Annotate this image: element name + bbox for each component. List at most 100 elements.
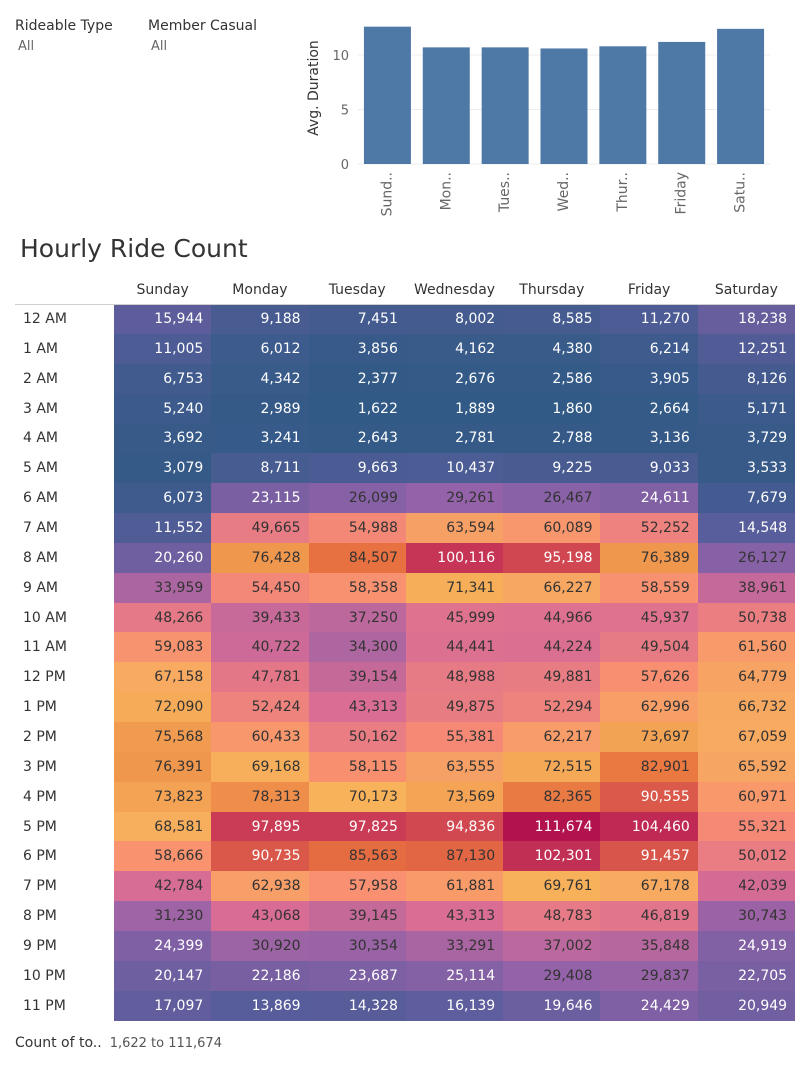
avg-duration-bar-chart: 0 5 10 Avg. Duration Sund.. Mon.. Tues.. Wed.. T… bbox=[306, 26, 770, 216]
heatmap-cell: 76,391 bbox=[114, 751, 212, 782]
row-header: 6 AM bbox=[23, 490, 59, 507]
heatmap-cell: 71,341 bbox=[405, 572, 504, 603]
heatmap-cell: 63,555 bbox=[405, 751, 504, 782]
heatmap-cell: 3,533 bbox=[697, 453, 796, 484]
heatmap-row: 8 PM 31,230 43,068 39,145 43,313 48,783 46,819… bbox=[15, 901, 796, 932]
column-header: Saturday bbox=[697, 276, 796, 305]
heatmap-corner bbox=[15, 276, 114, 305]
heatmap-cell: 33,959 bbox=[114, 572, 212, 603]
member-casual-value[interactable]: All bbox=[151, 39, 168, 54]
heatmap-cell: 57,958 bbox=[308, 871, 406, 902]
heatmap-cell: 1,889 bbox=[405, 393, 504, 424]
heatmap-cell: 72,515 bbox=[503, 751, 601, 782]
heatmap-cell: 14,548 bbox=[697, 513, 796, 543]
heatmap-cell: 22,186 bbox=[211, 960, 309, 991]
heatmap-row: 2 AM 6,753 4,342 2,377 2,676 2,586 3,905 8,126 bbox=[15, 363, 796, 394]
heatmap-cell: 69,761 bbox=[503, 871, 601, 902]
heatmap-cell: 15,944 bbox=[114, 304, 212, 334]
heatmap-cell: 5,240 bbox=[114, 393, 212, 424]
heatmap-cell: 17,097 bbox=[114, 990, 212, 1021]
rideable-type-filter[interactable]: Rideable Type All bbox=[15, 18, 113, 54]
heatmap-row: 10 AM 48,266 39,433 37,250 45,999 44,966 45,93… bbox=[15, 602, 796, 633]
heatmap-cell: 82,901 bbox=[600, 751, 698, 782]
heatmap-cell: 24,429 bbox=[600, 990, 698, 1021]
x-tick-label: Friday bbox=[674, 172, 690, 214]
row-header: 3 PM bbox=[23, 758, 57, 775]
heatmap-cell: 76,389 bbox=[600, 542, 698, 573]
bar-friday bbox=[658, 41, 706, 164]
heatmap-cell: 78,313 bbox=[211, 781, 309, 812]
heatmap-cell: 29,261 bbox=[405, 483, 504, 514]
color-legend: Count of to.. 1,622 to 111,674 bbox=[15, 1035, 222, 1051]
heatmap-cell: 39,433 bbox=[211, 602, 309, 633]
heatmap-cell: 58,666 bbox=[114, 841, 212, 872]
heatmap-cell: 8,711 bbox=[211, 453, 309, 484]
column-header: Friday bbox=[600, 276, 698, 305]
member-casual-filter[interactable]: Member Casual All bbox=[148, 18, 257, 54]
row-header: 8 AM bbox=[23, 549, 59, 566]
heatmap-cell: 29,837 bbox=[600, 960, 698, 991]
x-tick-label: Tues.. bbox=[497, 172, 513, 213]
heatmap-cell: 63,594 bbox=[405, 513, 504, 543]
heatmap-cell: 14,328 bbox=[308, 990, 406, 1021]
heatmap-cell: 6,753 bbox=[114, 363, 212, 394]
row-header: 9 AM bbox=[23, 579, 59, 596]
heatmap-cell: 55,381 bbox=[405, 722, 504, 752]
heatmap-cell: 3,079 bbox=[114, 453, 212, 484]
column-header: Monday bbox=[211, 276, 309, 305]
heatmap-cell: 43,313 bbox=[308, 692, 406, 723]
heatmap-cell: 90,555 bbox=[600, 781, 698, 812]
heatmap-cell: 60,089 bbox=[503, 513, 601, 543]
y-axis-label: Avg. Duration bbox=[306, 40, 322, 136]
row-header: 11 PM bbox=[23, 997, 66, 1014]
rideable-type-value[interactable]: All bbox=[18, 39, 35, 54]
heatmap-cell: 54,988 bbox=[308, 513, 406, 543]
heatmap-row: 3 AM 5,240 2,989 1,622 1,889 1,860 2,664 5,171 bbox=[15, 393, 796, 424]
row-header: 5 AM bbox=[23, 460, 59, 477]
row-header: 5 PM bbox=[23, 818, 57, 835]
heatmap-cell: 62,996 bbox=[600, 692, 698, 723]
heatmap-cell: 6,214 bbox=[600, 333, 698, 364]
heatmap-cell: 97,825 bbox=[308, 811, 406, 842]
heatmap-cell: 90,735 bbox=[211, 841, 309, 872]
heatmap-cell: 49,665 bbox=[211, 513, 309, 543]
bar-tues bbox=[481, 47, 529, 165]
heatmap-row: 7 AM 11,552 49,665 54,988 63,594 60,089 52,252… bbox=[15, 513, 796, 543]
heatmap-cell: 13,869 bbox=[211, 990, 309, 1021]
bar-wed bbox=[540, 48, 588, 164]
heatmap-cell: 85,563 bbox=[308, 841, 406, 872]
heatmap-cell: 2,989 bbox=[211, 393, 309, 424]
row-header: 10 AM bbox=[23, 609, 67, 626]
heatmap-cell: 9,033 bbox=[600, 453, 698, 484]
heatmap-cell: 7,679 bbox=[697, 483, 796, 514]
heatmap-cell: 57,626 bbox=[600, 662, 698, 693]
row-header: 3 AM bbox=[23, 400, 59, 417]
heatmap-cell: 39,145 bbox=[308, 901, 406, 932]
heatmap-title: Hourly Ride Count bbox=[20, 234, 248, 263]
heatmap-cell: 61,881 bbox=[405, 871, 504, 902]
heatmap-cell: 95,198 bbox=[503, 542, 601, 573]
heatmap-cell: 70,173 bbox=[308, 781, 406, 812]
heatmap-cell: 25,114 bbox=[405, 960, 504, 991]
heatmap-cell: 76,428 bbox=[211, 542, 309, 573]
heatmap-cell: 35,848 bbox=[600, 931, 698, 961]
hourly-ride-heatmap: Sunday Monday Tuesday Wednesday Thursday Frid… bbox=[15, 276, 796, 1021]
heatmap-cell: 65,592 bbox=[697, 751, 796, 782]
heatmap-cell: 31,230 bbox=[114, 901, 212, 932]
heatmap-cell: 69,168 bbox=[211, 751, 309, 782]
column-header: Tuesday bbox=[308, 276, 406, 305]
heatmap-cell: 3,905 bbox=[600, 363, 698, 394]
column-header: Wednesday bbox=[405, 276, 504, 305]
heatmap-cell: 50,738 bbox=[697, 602, 796, 633]
heatmap-cell: 16,139 bbox=[405, 990, 504, 1021]
heatmap-row: 5 AM 3,079 8,711 9,663 10,437 9,225 9,033 3,533 bbox=[15, 453, 796, 484]
heatmap-cell: 3,136 bbox=[600, 423, 698, 454]
heatmap-cell: 72,090 bbox=[114, 692, 212, 723]
heatmap-cell: 26,127 bbox=[697, 542, 796, 573]
heatmap-cell: 26,467 bbox=[503, 483, 601, 514]
heatmap-cell: 58,559 bbox=[600, 572, 698, 603]
member-casual-label: Member Casual bbox=[148, 18, 258, 34]
heatmap-row: 1 PM 72,090 52,424 43,313 49,875 52,294 62,996… bbox=[15, 692, 796, 723]
bar-satu bbox=[717, 28, 765, 165]
heatmap-row: 4 PM 73,823 78,313 70,173 73,569 82,365 90,555… bbox=[15, 781, 796, 812]
